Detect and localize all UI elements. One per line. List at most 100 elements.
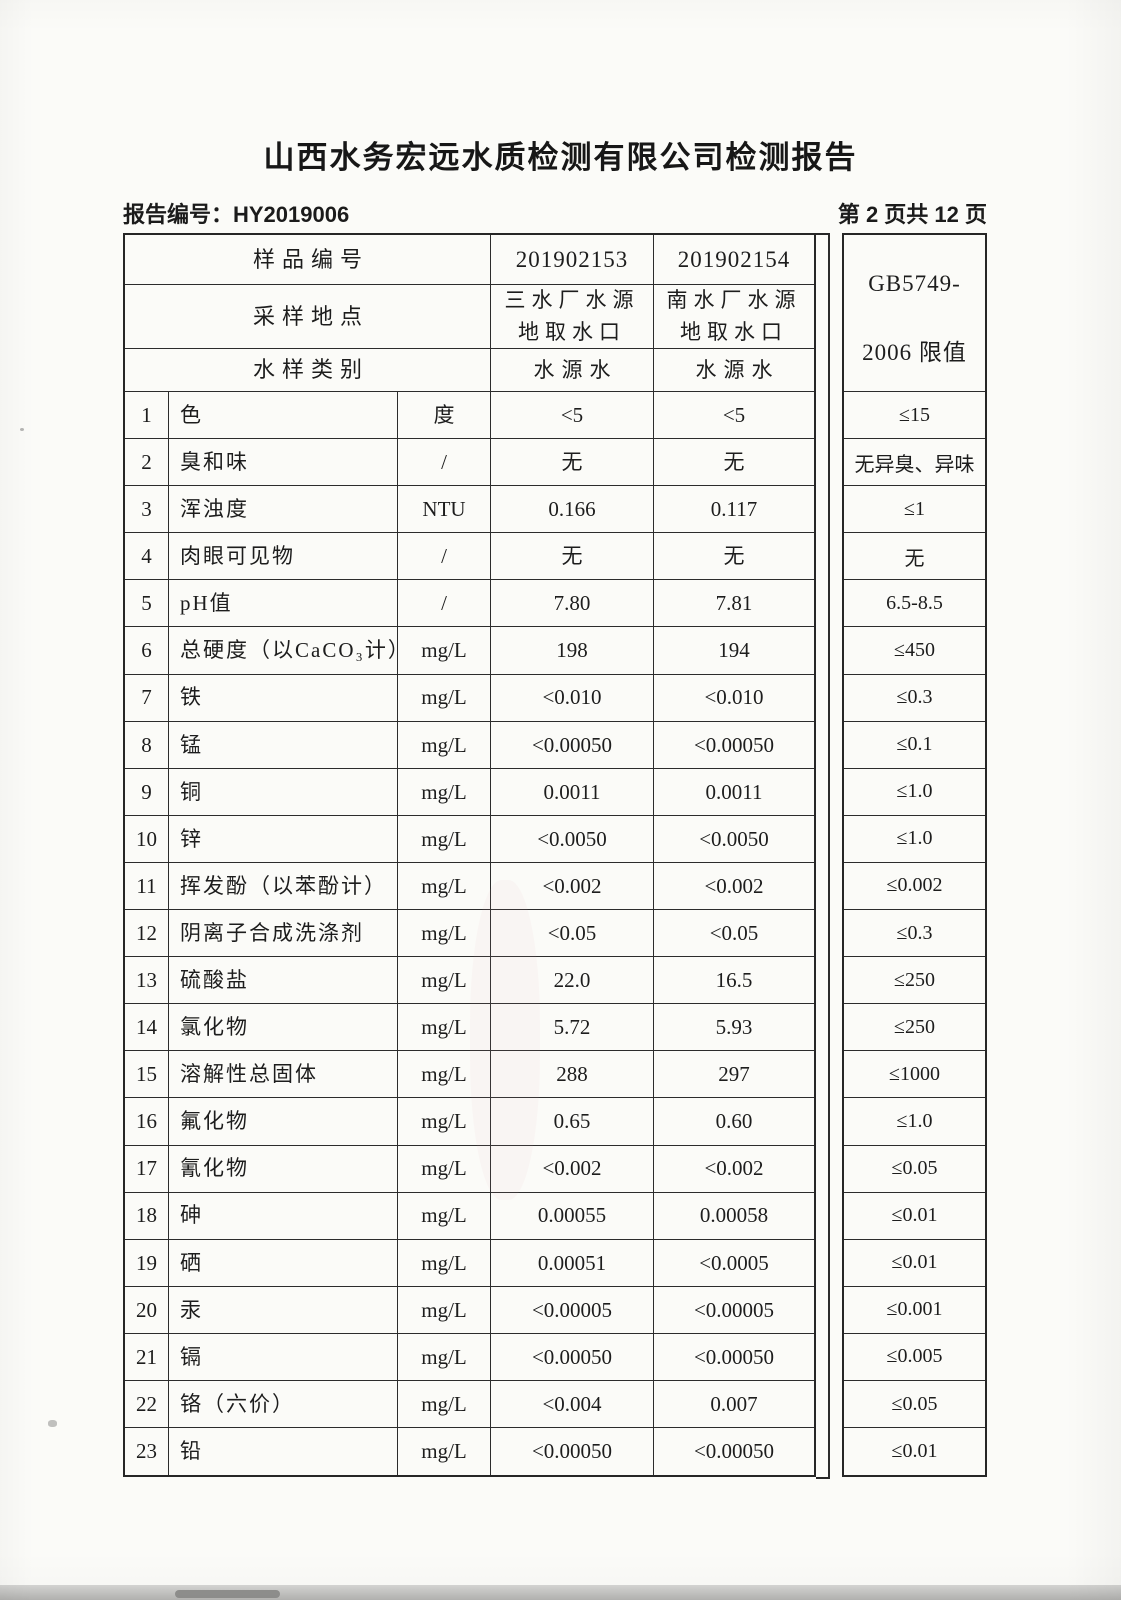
row-value-sample-2: <0.05 xyxy=(654,910,814,958)
header-site-1: 三水厂水源地取水口 xyxy=(491,285,654,349)
limit-column: GB5749- 2006 限值 ≤15 无异臭、异味 ≤1 无 6.5-8.5 … xyxy=(842,233,987,1478)
row-number: 6 xyxy=(125,627,169,675)
row-limit-value: 无异臭、异味 xyxy=(844,439,985,487)
header-type-label: 水样类别 xyxy=(125,349,491,392)
row-unit: mg/L xyxy=(398,1192,491,1240)
row-value-sample-1: <0.010 xyxy=(491,674,654,722)
row-value-sample-2: 无 xyxy=(654,533,814,581)
row-value-sample-2: <0.00005 xyxy=(654,1287,814,1334)
row-number: 23 xyxy=(125,1428,169,1476)
row-value-sample-2: 0.60 xyxy=(654,1098,814,1146)
row-number: 16 xyxy=(125,1098,169,1146)
row-unit: 度 xyxy=(398,392,491,440)
scan-artifact xyxy=(175,1590,280,1598)
limit-column-header: GB5749- 2006 限值 xyxy=(844,235,985,392)
page-indicator: 第 2 页共 12 页 xyxy=(837,202,987,227)
row-limit-value: ≤0.01 xyxy=(891,1440,938,1463)
row-limit-value: ≤0.3 xyxy=(844,675,985,722)
row-number: 12 xyxy=(125,910,169,958)
row-value-sample-2: 无 xyxy=(654,439,814,487)
header-type-1: 水源水 xyxy=(491,349,654,392)
row-unit: mg/L xyxy=(398,862,491,911)
row-item-name: 锰 xyxy=(169,721,398,769)
row-limit-value: ≤1000 xyxy=(844,1051,985,1099)
row-limit-value: ≤0.05 xyxy=(844,1381,985,1429)
row-unit: mg/L xyxy=(398,910,491,958)
row-value-sample-1: <0.004 xyxy=(491,1380,654,1429)
row-number: 8 xyxy=(125,721,169,769)
row-item-name: 阴离子合成洗涤剂 xyxy=(169,910,398,958)
row-item-name: 铜 xyxy=(169,768,398,816)
row-value-sample-1: 198 xyxy=(491,627,654,675)
row-value-sample-1: <0.00050 xyxy=(491,1333,654,1381)
report-number: 报告编号：HY2019006 xyxy=(123,202,350,227)
header-site-2: 南水厂水源地取水口 xyxy=(654,285,814,349)
row-unit: / xyxy=(398,533,491,581)
results-table: 样品编号 201902153 201902154 采样地点 三水厂水源地取水口 … xyxy=(123,233,987,1479)
row-limit-value: ≤1.0 xyxy=(844,1098,985,1146)
row-unit: mg/L xyxy=(398,768,491,816)
row-value-sample-1: <0.00050 xyxy=(491,721,654,769)
scan-artifact xyxy=(470,880,540,1200)
row-value-sample-1: <0.00050 xyxy=(491,1428,654,1476)
row-value-sample-2: <0.00050 xyxy=(654,722,814,769)
row-limit-value: ≤0.1 xyxy=(844,722,985,769)
row-limit-value: ≤0.01 xyxy=(844,1193,985,1240)
row-limit-value: ≤15 xyxy=(844,392,985,440)
row-limit-value: ≤1 xyxy=(844,486,985,534)
row-value-sample-2: <0.002 xyxy=(654,863,814,911)
row-item-name: 汞 xyxy=(169,1286,398,1334)
row-item-name: 氰化物 xyxy=(169,1145,398,1193)
row-value-sample-1: 5.72 xyxy=(491,1004,654,1052)
row-value-sample-1: 0.00051 xyxy=(491,1239,654,1287)
header-site-label: 采样地点 xyxy=(125,285,491,349)
row-value-sample-2: <0.00050 xyxy=(693,1439,775,1464)
row-value-sample-1: 0.00055 xyxy=(491,1192,654,1240)
row-value-sample-2: 7.81 xyxy=(654,580,814,628)
row-item-name: 铁 xyxy=(169,674,398,722)
row-number: 13 xyxy=(125,957,169,1005)
row-value-sample-1: 无 xyxy=(491,439,654,487)
scan-artifact xyxy=(20,428,24,431)
row-value-sample-2: <0.00050 xyxy=(654,1334,814,1381)
row-item-name: 肉眼可见物 xyxy=(169,533,398,581)
header-sample-no-1: 201902153 xyxy=(491,235,654,285)
page-title: 山西水务宏远水质检测有限公司检测报告 xyxy=(263,140,858,175)
row-limit-value: 6.5-8.5 xyxy=(844,580,985,628)
row-item-name: 总硬度（以CaCO₃计） xyxy=(169,627,398,675)
row-item-name: 浑浊度 xyxy=(169,486,398,534)
row-limit-value: ≤250 xyxy=(844,1004,985,1052)
row-value-sample-2: 194 xyxy=(654,627,814,675)
row-limit-value: ≤0.005 xyxy=(844,1334,985,1381)
row-unit: mg/L xyxy=(398,957,491,1005)
row-value-sample-2: <0.0005 xyxy=(654,1240,814,1287)
row-item-name: 氯化物 xyxy=(169,1004,398,1052)
row-unit: mg/L xyxy=(398,1239,491,1287)
row-value-sample-2: 0.117 xyxy=(654,486,814,534)
row-item-name: 铅 xyxy=(169,1428,398,1476)
row-unit: mg/L xyxy=(398,627,491,675)
row-value-sample-1: 0.166 xyxy=(491,486,654,534)
row-value-sample-2: <0.0050 xyxy=(654,816,814,863)
row-number: 20 xyxy=(125,1286,169,1334)
row-value-sample-1: <0.00005 xyxy=(491,1286,654,1334)
row-value-sample-1: 0.0011 xyxy=(491,768,654,816)
table-spacer-column xyxy=(816,233,830,1479)
row-unit: / xyxy=(398,439,491,487)
row-unit: mg/L xyxy=(398,1004,491,1052)
row-number: 2 xyxy=(125,439,169,487)
row-value-sample-2: <5 xyxy=(654,392,814,440)
row-value-sample-2: <0.010 xyxy=(654,675,814,722)
row-unit: mg/L xyxy=(398,1428,491,1476)
limit-standard-year: 2006 限值 xyxy=(862,340,967,365)
row-item-name: 挥发酚（以苯酚计） xyxy=(169,862,398,911)
row-limit-value: ≤450 xyxy=(844,627,985,675)
header-sample-no-2: 201902154 xyxy=(654,235,814,285)
row-item-name: 锌 xyxy=(169,815,398,863)
row-value-sample-1: 22.0 xyxy=(491,957,654,1005)
row-number: 18 xyxy=(125,1192,169,1240)
row-limit-value: ≤0.05 xyxy=(844,1146,985,1193)
row-number: 7 xyxy=(125,674,169,722)
row-item-name: 色 xyxy=(169,392,398,440)
